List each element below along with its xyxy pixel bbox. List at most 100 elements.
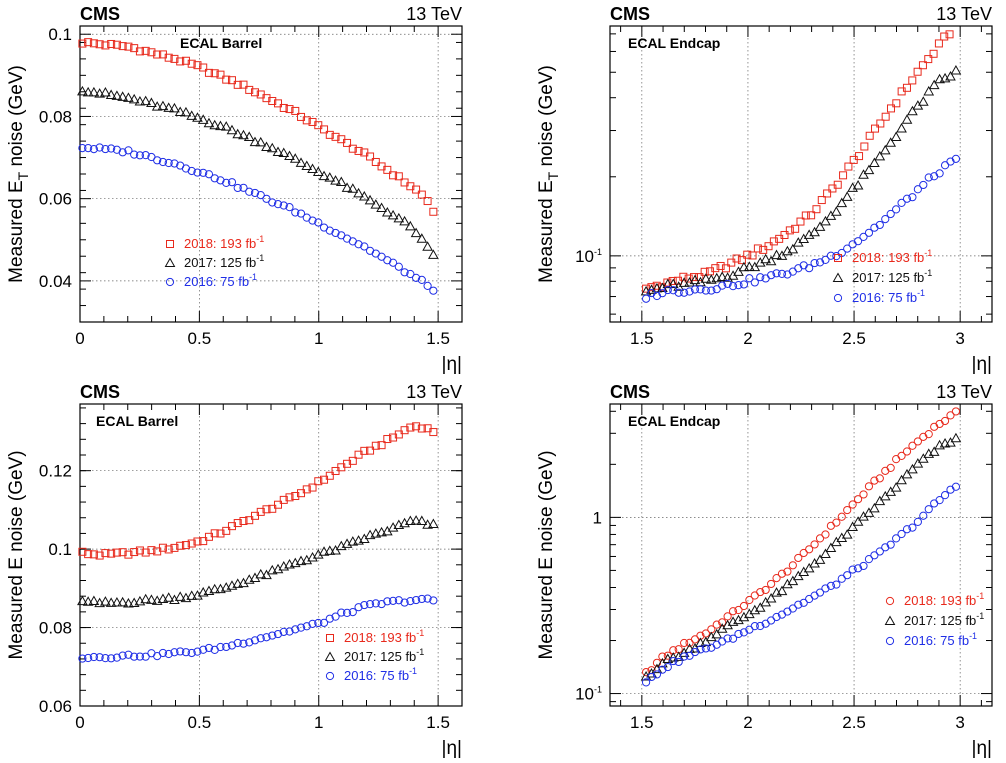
legend-marker xyxy=(885,596,895,606)
data-point xyxy=(718,281,727,290)
series-circle xyxy=(641,482,961,687)
data-point xyxy=(427,249,439,259)
data-point xyxy=(728,607,738,616)
data-point xyxy=(756,621,765,631)
data-point xyxy=(204,643,214,653)
data-point xyxy=(343,138,352,147)
data-point xyxy=(158,157,168,167)
data-point xyxy=(291,208,300,217)
data-point xyxy=(951,482,961,491)
data-point xyxy=(951,407,961,416)
data-point xyxy=(886,209,895,219)
data-point xyxy=(255,568,267,579)
data-point xyxy=(124,650,133,659)
data-point xyxy=(187,166,196,176)
data-point xyxy=(163,102,175,112)
data-point xyxy=(141,548,150,557)
data-point xyxy=(705,631,717,642)
y-axis-label-main: Measured E noise (GeV) xyxy=(6,450,27,659)
data-point xyxy=(864,555,874,564)
data-point xyxy=(176,647,185,656)
data-point xyxy=(901,114,913,124)
data-point xyxy=(777,569,787,578)
data-point xyxy=(794,600,803,609)
data-point xyxy=(945,30,954,39)
data-point xyxy=(696,645,705,654)
plot-frame xyxy=(609,403,993,707)
legend-entry-exponent: -1 xyxy=(917,288,925,298)
data-point xyxy=(272,146,284,156)
data-point xyxy=(756,273,765,282)
data-point xyxy=(739,601,749,611)
data-point xyxy=(733,614,744,625)
data-point xyxy=(130,652,139,661)
data-point xyxy=(302,116,311,125)
data-point xyxy=(669,286,678,295)
data-point xyxy=(141,46,150,55)
data-point xyxy=(164,53,173,62)
data-point xyxy=(902,447,912,456)
data-point xyxy=(745,595,754,605)
legend-entry: 2018: 193 fb-1 xyxy=(344,628,424,645)
series-triangle xyxy=(77,85,439,259)
data-point xyxy=(950,432,962,443)
data-point xyxy=(663,285,672,295)
legend-marker xyxy=(166,240,174,248)
data-point xyxy=(825,542,837,553)
data-point xyxy=(233,638,242,648)
data-point xyxy=(365,600,375,609)
data-point xyxy=(848,565,857,574)
data-point xyxy=(716,623,728,633)
y-tick-label: 0.04 xyxy=(39,272,72,291)
data-point xyxy=(147,48,156,57)
data-point xyxy=(239,639,248,648)
data-point xyxy=(902,194,912,203)
data-point xyxy=(146,97,157,107)
data-point xyxy=(101,654,110,663)
x-tick-label: 2.5 xyxy=(842,713,866,732)
data-point xyxy=(187,59,196,68)
data-point xyxy=(140,95,152,106)
data-point xyxy=(140,593,152,604)
data-point xyxy=(278,147,290,158)
data-point xyxy=(422,519,433,529)
data-point xyxy=(325,130,334,139)
data-point xyxy=(141,151,150,160)
y-tick-label-exponent: -1 xyxy=(594,685,602,695)
data-point xyxy=(209,583,221,594)
data-point xyxy=(193,61,202,70)
data-point xyxy=(216,70,225,79)
data-point xyxy=(718,637,727,646)
data-point xyxy=(233,519,242,528)
data-point xyxy=(400,268,409,277)
data-point xyxy=(701,644,710,653)
data-point xyxy=(111,596,123,607)
data-point xyxy=(130,548,139,557)
data-point xyxy=(841,529,853,539)
data-point xyxy=(756,587,765,597)
data-point xyxy=(307,163,318,173)
data-point xyxy=(783,567,792,576)
data-point xyxy=(928,79,940,90)
data-point xyxy=(399,215,410,226)
data-point xyxy=(124,42,133,51)
data-point xyxy=(788,561,797,570)
data-point xyxy=(700,273,712,283)
data-point xyxy=(77,85,88,96)
data-point xyxy=(174,106,186,117)
data-point xyxy=(261,569,272,580)
data-point xyxy=(723,279,732,288)
legend-entry-name: 2018: 193 fb xyxy=(184,236,256,251)
data-point xyxy=(826,521,835,530)
legend-marker xyxy=(834,254,842,262)
y-tick-label-exponent: -1 xyxy=(594,247,602,257)
data-point xyxy=(181,541,190,550)
legend-marker xyxy=(884,615,896,625)
experiment-label: CMS xyxy=(610,382,650,402)
data-point xyxy=(89,145,98,154)
data-point xyxy=(881,466,890,475)
legend-entry: 2017: 125 fb-1 xyxy=(904,611,984,628)
data-point xyxy=(427,518,439,529)
data-point xyxy=(301,160,313,170)
data-point xyxy=(117,596,129,607)
